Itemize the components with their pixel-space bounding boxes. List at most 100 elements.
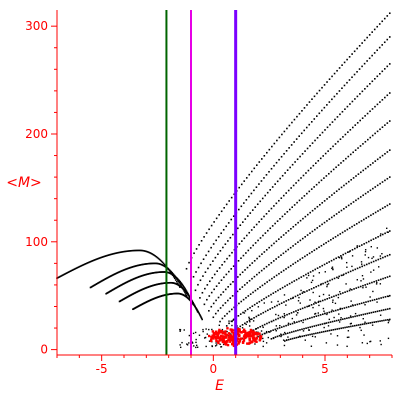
cluster-point — [244, 336, 248, 339]
data-point — [274, 328, 277, 331]
data-point — [330, 170, 333, 173]
data-point — [323, 177, 325, 179]
data-point — [339, 308, 341, 311]
data-point — [310, 281, 313, 284]
data-point — [298, 320, 300, 323]
data-point — [239, 313, 242, 315]
data-point — [264, 194, 267, 197]
data-point — [182, 284, 184, 287]
data-point — [318, 225, 321, 227]
data-point — [387, 295, 390, 298]
data-point — [348, 227, 351, 229]
data-point — [315, 315, 318, 317]
data-point — [328, 218, 331, 220]
data-point — [331, 75, 333, 78]
data-point — [323, 221, 326, 224]
data-point — [206, 333, 208, 335]
data-point — [156, 256, 159, 259]
data-point — [152, 262, 155, 265]
data-point — [364, 249, 367, 251]
data-point — [142, 249, 144, 252]
data-point — [336, 92, 338, 95]
data-point — [214, 312, 217, 315]
cluster-point — [238, 330, 241, 333]
data-point — [293, 204, 296, 206]
data-point — [249, 212, 252, 214]
data-point — [379, 234, 382, 237]
plot-area — [56, 12, 391, 349]
data-point — [238, 208, 240, 211]
data-point — [311, 250, 313, 253]
data-point — [365, 263, 368, 266]
data-point — [92, 285, 94, 287]
data-point — [265, 174, 268, 176]
data-point — [352, 177, 355, 179]
data-point — [328, 329, 331, 332]
data-point — [342, 273, 345, 276]
data-point — [301, 292, 304, 294]
data-point — [355, 199, 357, 202]
data-point — [181, 283, 184, 286]
data-point — [316, 267, 319, 269]
data-point — [268, 246, 270, 249]
data-point — [83, 263, 86, 266]
data-point — [283, 301, 285, 303]
data-point — [300, 289, 302, 292]
data-point — [351, 126, 354, 129]
data-point — [292, 296, 294, 299]
data-point — [282, 339, 285, 341]
cluster-point — [255, 336, 259, 339]
data-point — [363, 62, 366, 65]
data-point — [299, 293, 301, 296]
data-point — [264, 310, 267, 313]
data-point — [378, 310, 381, 312]
data-point — [358, 221, 360, 224]
data-point — [138, 249, 140, 252]
data-point — [364, 115, 366, 117]
data-point — [174, 279, 177, 281]
data-point — [115, 252, 118, 254]
data-point — [255, 164, 258, 166]
data-point — [146, 250, 148, 253]
data-point — [98, 257, 100, 260]
data-point — [240, 183, 243, 186]
data-point — [379, 182, 381, 185]
data-point — [305, 327, 307, 329]
data-point — [171, 271, 173, 274]
data-point — [300, 276, 303, 278]
data-point — [210, 291, 213, 294]
data-point — [100, 280, 103, 282]
data-point — [332, 299, 334, 301]
data-point — [188, 342, 190, 344]
cluster-point — [258, 339, 262, 342]
data-point — [333, 72, 336, 75]
data-point — [334, 118, 336, 121]
data-point — [336, 69, 338, 72]
data-point — [354, 247, 356, 250]
data-point — [313, 95, 316, 98]
data-point — [242, 254, 245, 257]
data-point — [275, 258, 277, 260]
data-point — [255, 327, 258, 330]
cluster-point — [250, 335, 253, 338]
data-point — [361, 323, 364, 326]
cluster-point — [246, 342, 249, 345]
data-point — [362, 284, 364, 287]
data-point — [353, 224, 356, 227]
data-point — [299, 239, 302, 242]
data-point — [146, 263, 149, 265]
data-point — [114, 252, 117, 255]
data-point — [227, 299, 229, 302]
data-point — [310, 121, 313, 123]
data-point — [204, 336, 207, 339]
data-point — [318, 304, 320, 307]
data-point — [230, 320, 233, 323]
data-point — [280, 333, 282, 335]
data-point — [322, 155, 325, 157]
data-point — [303, 107, 306, 109]
data-point — [225, 225, 228, 228]
data-point — [316, 92, 318, 95]
data-point — [308, 252, 311, 255]
data-point — [160, 260, 163, 262]
